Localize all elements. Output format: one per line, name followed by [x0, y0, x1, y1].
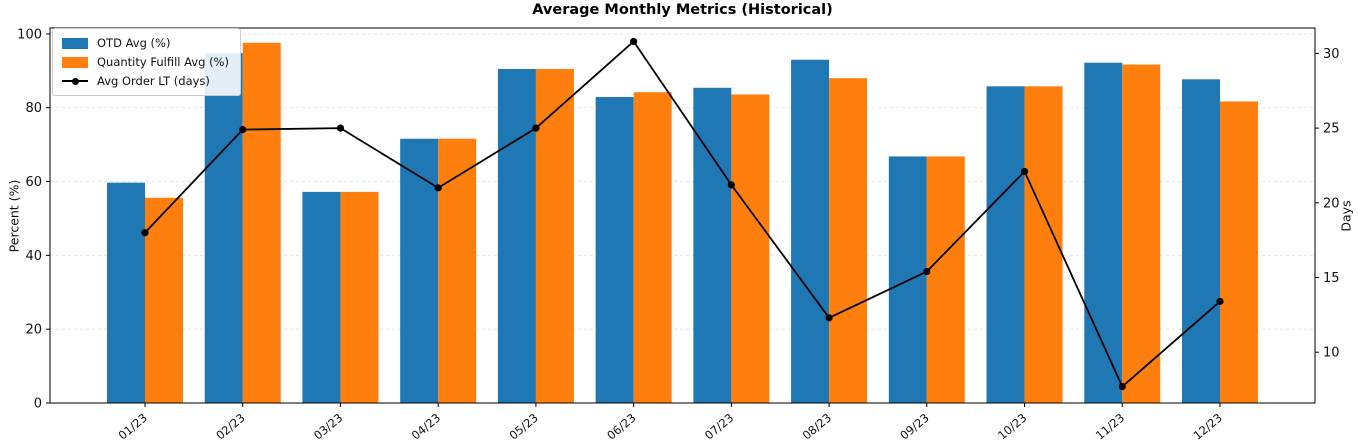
line-marker-07/23 — [727, 181, 735, 189]
line-marker-12/23 — [1216, 297, 1224, 306]
x-tick-label: 05/23 — [506, 411, 540, 443]
right-tick-label: 20 — [1323, 196, 1340, 211]
bar-otd-08/23 — [791, 59, 830, 403]
legend-label-quantity-fulfill: Quantity Fulfill Avg (%) — [97, 55, 229, 69]
legend-label-avg-order-lt: Avg Order LT (days) — [97, 74, 210, 88]
line-marker-04/23 — [434, 184, 442, 192]
line-marker-10/23 — [1020, 167, 1029, 176]
bar-qf-06/23 — [633, 92, 672, 403]
bar-qf-09/23 — [926, 156, 965, 403]
bar-qf-01/23 — [145, 197, 183, 403]
line-marker-11/23 — [1118, 382, 1126, 391]
x-tick-label: 01/23 — [116, 411, 150, 443]
left-tick-label: 80 — [25, 101, 42, 116]
left-tick-label: 100 — [17, 27, 42, 42]
legend-line-marker-icon — [62, 76, 88, 87]
x-tick-label: 11/23 — [1093, 411, 1127, 443]
line-marker-02/23 — [239, 125, 247, 134]
x-tick-label: 06/23 — [604, 411, 638, 443]
bar-qf-11/23 — [1122, 64, 1161, 404]
line-marker-01/23 — [141, 229, 149, 237]
line-avg-order-lt — [144, 40, 1221, 389]
bar-qf-04/23 — [438, 138, 477, 404]
bar-qf-02/23 — [242, 42, 281, 403]
bar-otd-04/23 — [400, 138, 439, 404]
right-tick-label: 30 — [1323, 47, 1340, 62]
bar-qf-03/23 — [340, 191, 379, 403]
x-tick-label: 02/23 — [213, 411, 247, 443]
legend-swatch-quantity-fulfill — [62, 56, 88, 68]
bar-otd-02/23 — [204, 53, 243, 404]
x-tick-label: 12/23 — [1191, 411, 1225, 443]
legend: OTD Avg (%) Quantity Fulfill Avg (%) Avg… — [52, 28, 241, 96]
left-tick-label: 40 — [25, 249, 42, 264]
left-tick-label: 20 — [25, 323, 42, 338]
chart-title: Average Monthly Metrics (Historical) — [532, 2, 833, 18]
bar-otd-06/23 — [595, 97, 634, 404]
plot-border — [49, 27, 1316, 404]
left-tick-label: 60 — [25, 175, 42, 190]
x-tick-label: 09/23 — [897, 411, 931, 443]
x-tick-label: 10/23 — [995, 411, 1029, 443]
x-tick-label: 04/23 — [409, 411, 443, 443]
left-tick-label: 0 — [34, 397, 42, 412]
bar-qf-12/23 — [1220, 101, 1258, 404]
bar-qf-10/23 — [1024, 86, 1063, 404]
line-marker-05/23 — [532, 124, 540, 132]
bar-otd-07/23 — [693, 87, 732, 403]
bar-otd-10/23 — [986, 86, 1025, 404]
bar-qf-08/23 — [829, 78, 868, 404]
legend-item-quantity-fulfill: Quantity Fulfill Avg (%) — [62, 55, 229, 69]
bar-otd-03/23 — [302, 191, 341, 403]
x-tick-label: 07/23 — [702, 411, 736, 443]
legend-item-otd: OTD Avg (%) — [62, 36, 229, 50]
legend-label-otd: OTD Avg (%) — [97, 36, 171, 50]
bar-qf-07/23 — [731, 94, 770, 403]
legend-line-dot — [71, 77, 79, 85]
right-tick-label: 15 — [1323, 271, 1340, 286]
x-tick-label: 08/23 — [800, 411, 834, 443]
right-tick-label: 25 — [1323, 122, 1340, 137]
legend-swatch-otd — [62, 37, 88, 49]
bar-qf-05/23 — [535, 68, 574, 404]
right-tick-label: 10 — [1323, 346, 1340, 361]
bar-otd-01/23 — [107, 182, 145, 403]
line-marker-06/23 — [630, 37, 638, 46]
bar-otd-11/23 — [1084, 62, 1123, 403]
bar-otd-05/23 — [497, 68, 536, 404]
x-tick-label: 03/23 — [311, 411, 345, 443]
line-marker-09/23 — [923, 267, 931, 276]
line-marker-08/23 — [825, 314, 833, 322]
bar-otd-12/23 — [1182, 79, 1220, 403]
line-marker-03/23 — [336, 124, 345, 132]
legend-item-avg-order-lt: Avg Order LT (days) — [62, 74, 229, 88]
